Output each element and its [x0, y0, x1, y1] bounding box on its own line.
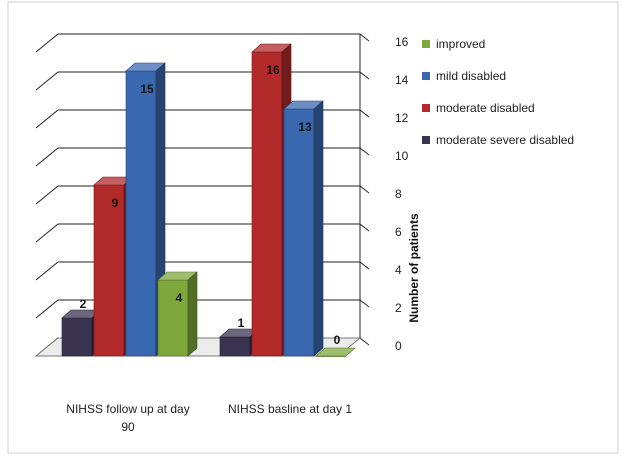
bar-1-0 — [93, 184, 125, 357]
bar-top-3-1 — [315, 347, 356, 357]
y-tick-label: 4 — [395, 263, 402, 277]
grid-tick-line — [359, 33, 370, 42]
grid-depth-line — [35, 33, 59, 53]
legend-label: mild disabled — [436, 69, 506, 83]
x-axis: NIHSS follow up at day 90 NIHSS basline at… — [66, 402, 352, 434]
grid-tick-line — [359, 223, 370, 232]
grid-tick-line — [359, 109, 370, 118]
grid-depth-line — [35, 147, 59, 167]
bar-0-0 — [61, 317, 93, 357]
data-label: 13 — [298, 120, 312, 134]
grid-depth-line — [35, 299, 59, 319]
data-label: 16 — [266, 63, 280, 77]
grid-depth-line — [35, 185, 59, 205]
y-axis: 0 2 4 6 8 10 12 14 16 Number of patients — [395, 35, 421, 353]
x-tick-label: 90 — [121, 420, 135, 434]
bar-1-1 — [251, 51, 283, 357]
legend-swatch — [422, 136, 430, 144]
y-tick-label: 8 — [395, 187, 402, 201]
bar-2-1 — [283, 108, 315, 357]
grid-depth-line — [35, 109, 59, 129]
y-tick-label: 2 — [395, 301, 402, 315]
y-axis-title: Number of patients — [407, 213, 421, 323]
grid-depth-line — [35, 261, 59, 281]
bar-side-3-0 — [187, 271, 198, 357]
grid-depth-line — [35, 71, 59, 91]
legend-label: moderate disabled — [436, 101, 535, 115]
data-labels: 2 9 15 4 1 16 13 0 — [80, 63, 341, 347]
bar-3-0 — [157, 279, 189, 357]
data-label: 4 — [176, 291, 183, 305]
y-tick-label: 14 — [395, 73, 409, 87]
legend-swatch — [422, 104, 430, 112]
y-tick-label: 6 — [395, 225, 402, 239]
y-tick-label: 12 — [395, 111, 409, 125]
legend-swatch — [422, 72, 430, 80]
bar-0-1 — [219, 336, 251, 357]
legend-swatch — [422, 40, 430, 48]
plot-area — [34, 33, 370, 357]
grid-depth-line — [35, 223, 59, 243]
grid-tick-line — [359, 71, 370, 80]
y-tick-label: 16 — [395, 35, 409, 49]
legend-label: moderate severe disabled — [436, 133, 574, 147]
y-tick-label: 10 — [395, 149, 409, 163]
grid-tick-line — [359, 299, 370, 308]
data-label: 15 — [140, 82, 154, 96]
data-label: 1 — [238, 316, 245, 330]
grid-tick-line — [359, 261, 370, 270]
grid-tick-line — [359, 185, 370, 194]
x-tick-label: NIHSS follow up at day — [66, 402, 189, 416]
data-label: 9 — [112, 196, 119, 210]
data-label: 0 — [334, 333, 341, 347]
grid-tick-line — [359, 337, 370, 346]
legend-label: improved — [436, 37, 485, 51]
bar-2-0 — [125, 70, 157, 357]
bar-side-2-1 — [313, 100, 324, 357]
legend: improved mild disabled moderate disabled mo… — [422, 37, 574, 147]
data-label: 2 — [80, 297, 87, 311]
x-tick-label: NIHSS basline at day 1 — [228, 402, 352, 416]
grid-tick-line — [359, 147, 370, 156]
y-tick-label: 0 — [395, 339, 402, 353]
